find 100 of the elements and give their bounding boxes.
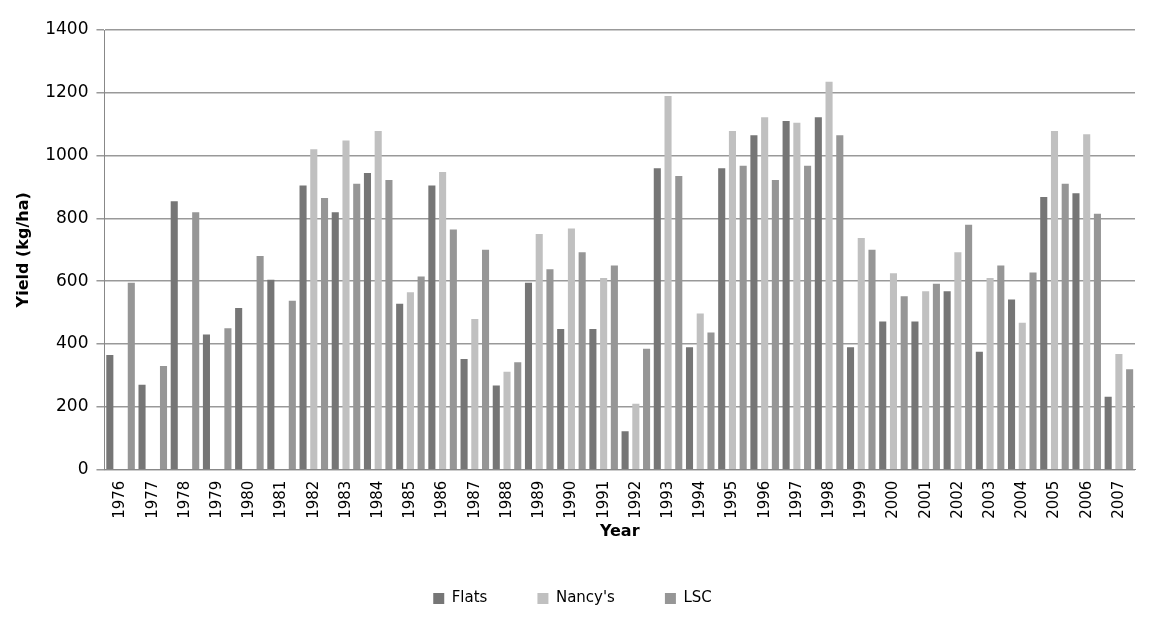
y-tick-label: 800 <box>56 206 89 227</box>
bar <box>728 131 736 469</box>
x-tick-label: 2001 <box>915 480 934 519</box>
bar <box>653 168 661 469</box>
x-tick-label: 2006 <box>1076 480 1095 519</box>
x-tick-label: 1987 <box>464 480 483 519</box>
bar <box>825 81 833 469</box>
bar <box>406 292 414 469</box>
x-tick-label: 1991 <box>593 480 612 519</box>
bar <box>342 140 350 469</box>
bar <box>1115 354 1123 469</box>
y-tick-label: 1200 <box>45 81 89 102</box>
bar <box>460 359 468 469</box>
y-tick-label: 1400 <box>45 18 89 39</box>
x-tick-label: 1979 <box>207 480 226 519</box>
bar <box>685 347 694 469</box>
bar <box>889 273 898 469</box>
bar <box>954 252 962 469</box>
x-tick-label: 1998 <box>818 480 837 519</box>
x-tick-label: 1980 <box>239 480 258 519</box>
y-tick-label: 400 <box>56 332 89 353</box>
y-axis-title: Yield (kg/ha) <box>12 192 32 309</box>
legend-label: LSC <box>683 588 712 607</box>
x-tick-label: 1988 <box>496 480 515 519</box>
bar <box>975 351 983 469</box>
bar <box>922 291 930 469</box>
x-tick-label: 1999 <box>851 480 870 519</box>
bar <box>1018 322 1026 469</box>
bar <box>267 279 275 469</box>
bar <box>524 282 533 469</box>
bar <box>374 131 382 469</box>
x-tick-label: 1995 <box>722 480 741 519</box>
bar <box>535 234 543 469</box>
bar <box>363 172 372 469</box>
x-tick-label: 2004 <box>1012 480 1031 519</box>
bar <box>857 237 865 469</box>
x-tick-label: 1997 <box>786 480 805 519</box>
bar <box>1104 396 1112 469</box>
bar <box>567 228 575 469</box>
x-tick-label: 1976 <box>110 480 129 519</box>
x-tick-label: 1986 <box>432 480 451 519</box>
bar <box>310 149 318 469</box>
bar <box>202 334 210 469</box>
x-tick-label: 2007 <box>1108 480 1127 519</box>
x-tick-label: 1989 <box>529 480 548 519</box>
bar <box>1040 197 1048 469</box>
bar <box>943 291 951 469</box>
bar <box>600 278 608 469</box>
bar <box>428 185 436 469</box>
x-tick-label: 1990 <box>561 480 580 519</box>
y-tick-label: 200 <box>56 395 89 416</box>
x-axis-title: Year <box>598 520 640 540</box>
bar <box>492 385 500 469</box>
legend-label: Nancy's <box>555 588 616 607</box>
bar <box>750 135 758 469</box>
x-tick-label: 2005 <box>1044 480 1063 519</box>
x-tick-label: 2002 <box>947 480 966 519</box>
x-tick-label: 1982 <box>303 480 322 519</box>
bar <box>589 328 597 469</box>
y-tick-label: 0 <box>77 458 89 479</box>
bar <box>439 171 447 469</box>
bar <box>471 318 479 469</box>
bar <box>793 122 801 469</box>
bar <box>106 355 114 469</box>
bar <box>814 117 822 469</box>
bar <box>138 384 146 469</box>
x-tick-label: 1983 <box>335 480 354 519</box>
x-tick-label: 1985 <box>400 480 419 519</box>
bar <box>1072 193 1080 469</box>
bar <box>696 313 704 469</box>
bar <box>1083 134 1091 469</box>
x-tick-label: 1992 <box>625 480 644 519</box>
x-tick-label: 1984 <box>368 480 387 519</box>
bar <box>761 117 769 469</box>
x-tick-label: 1994 <box>690 480 709 519</box>
bar <box>782 121 790 469</box>
x-tick-label: 1993 <box>657 480 676 519</box>
x-tick-label: 2000 <box>883 480 902 519</box>
x-tick-label: 1996 <box>754 480 773 519</box>
bar <box>1050 131 1059 469</box>
bar <box>235 307 243 469</box>
bar <box>986 278 994 469</box>
bar <box>632 403 640 469</box>
y-tick-label: 600 <box>56 269 89 290</box>
bar <box>846 347 855 469</box>
x-tick-label: 1978 <box>174 480 193 519</box>
x-tick-label: 1981 <box>271 480 290 519</box>
bar <box>718 168 726 469</box>
bar <box>170 201 178 469</box>
y-tick-label: 1000 <box>45 144 89 165</box>
legend-label: Flats <box>451 588 488 607</box>
bar <box>331 212 339 469</box>
bar <box>503 371 511 469</box>
bar <box>911 321 919 469</box>
bar <box>664 95 672 469</box>
bar <box>621 431 629 469</box>
bar <box>299 185 307 469</box>
x-tick-label: 1977 <box>142 480 161 519</box>
bar <box>557 328 565 469</box>
x-tick-label: 2003 <box>979 480 998 519</box>
